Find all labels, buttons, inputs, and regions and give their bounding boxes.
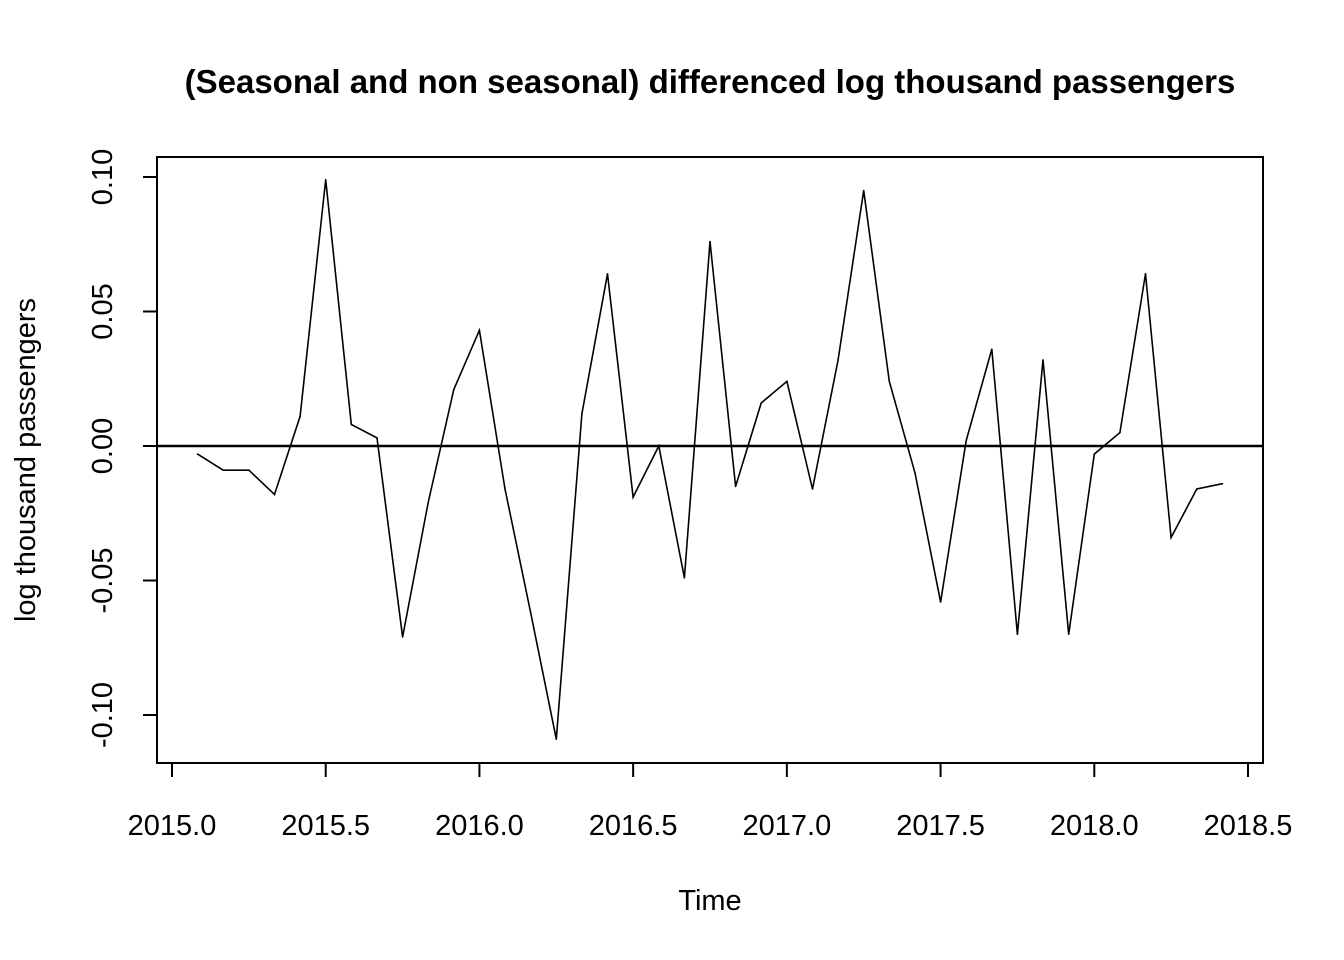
data-point — [196, 453, 199, 455]
data-point — [991, 348, 993, 351]
data-point — [709, 240, 711, 243]
x-axis: 2015.0 2015.5 2016.0 2016.5 2017.0 2017.5 2018… — [128, 762, 1293, 842]
y-axis-label: log thousand passengers — [10, 298, 42, 622]
data-point — [1221, 482, 1224, 485]
y-tick-label: 0.10 — [87, 149, 119, 205]
data-point — [760, 402, 762, 404]
data-point — [1119, 431, 1121, 434]
x-tick-label: 2016.0 — [435, 810, 524, 842]
data-point — [222, 469, 224, 472]
data-point — [734, 485, 737, 488]
x-tick-label: 2017.5 — [896, 810, 985, 842]
y-tick-label: -0.10 — [87, 682, 119, 748]
x-axis-label: Time — [678, 885, 741, 917]
data-point — [1144, 273, 1147, 275]
data-point — [324, 178, 327, 181]
data-point — [453, 388, 455, 391]
data-point — [862, 189, 865, 192]
data-point — [939, 601, 942, 603]
data-point — [1170, 536, 1172, 539]
data-point — [811, 488, 814, 490]
data-point — [658, 445, 660, 447]
y-axis: -0.10 -0.05 0.00 0.05 0.10 — [87, 149, 158, 748]
x-tick-label: 2017.0 — [743, 810, 832, 842]
data-point — [581, 412, 583, 415]
data-point — [632, 496, 634, 498]
y-tick-label: 0.00 — [87, 418, 119, 474]
data-point — [478, 329, 481, 332]
x-tick-label: 2016.5 — [589, 810, 678, 842]
data-point — [1067, 633, 1070, 636]
y-tick-label: 0.05 — [87, 283, 119, 339]
data-point — [529, 612, 532, 614]
data-point — [248, 469, 250, 472]
data-point — [606, 273, 609, 275]
data-point — [888, 380, 891, 383]
data-point — [504, 488, 506, 490]
data-point — [555, 738, 558, 740]
data-point — [1196, 488, 1198, 490]
series-layer — [196, 178, 1224, 740]
data-point — [376, 437, 378, 439]
series-line — [197, 179, 1223, 740]
data-point — [786, 380, 788, 383]
data-point — [1042, 359, 1044, 361]
x-tick-label: 2015.0 — [128, 810, 217, 842]
y-tick-label: -0.05 — [87, 547, 119, 613]
chart-title: (Seasonal and non seasonal) differenced … — [185, 63, 1236, 100]
x-tick-label: 2018.5 — [1204, 810, 1293, 842]
data-point — [427, 501, 430, 504]
x-tick-label: 2015.5 — [281, 810, 370, 842]
data-point — [273, 493, 276, 496]
data-point — [1016, 633, 1019, 636]
data-point — [401, 636, 404, 638]
data-point — [1093, 453, 1096, 455]
data-point — [965, 439, 967, 442]
data-point — [683, 577, 686, 579]
x-tick-label: 2018.0 — [1050, 810, 1139, 842]
data-point — [350, 423, 353, 426]
data-point — [914, 472, 916, 474]
data-point — [837, 359, 839, 361]
data-point — [299, 415, 301, 418]
